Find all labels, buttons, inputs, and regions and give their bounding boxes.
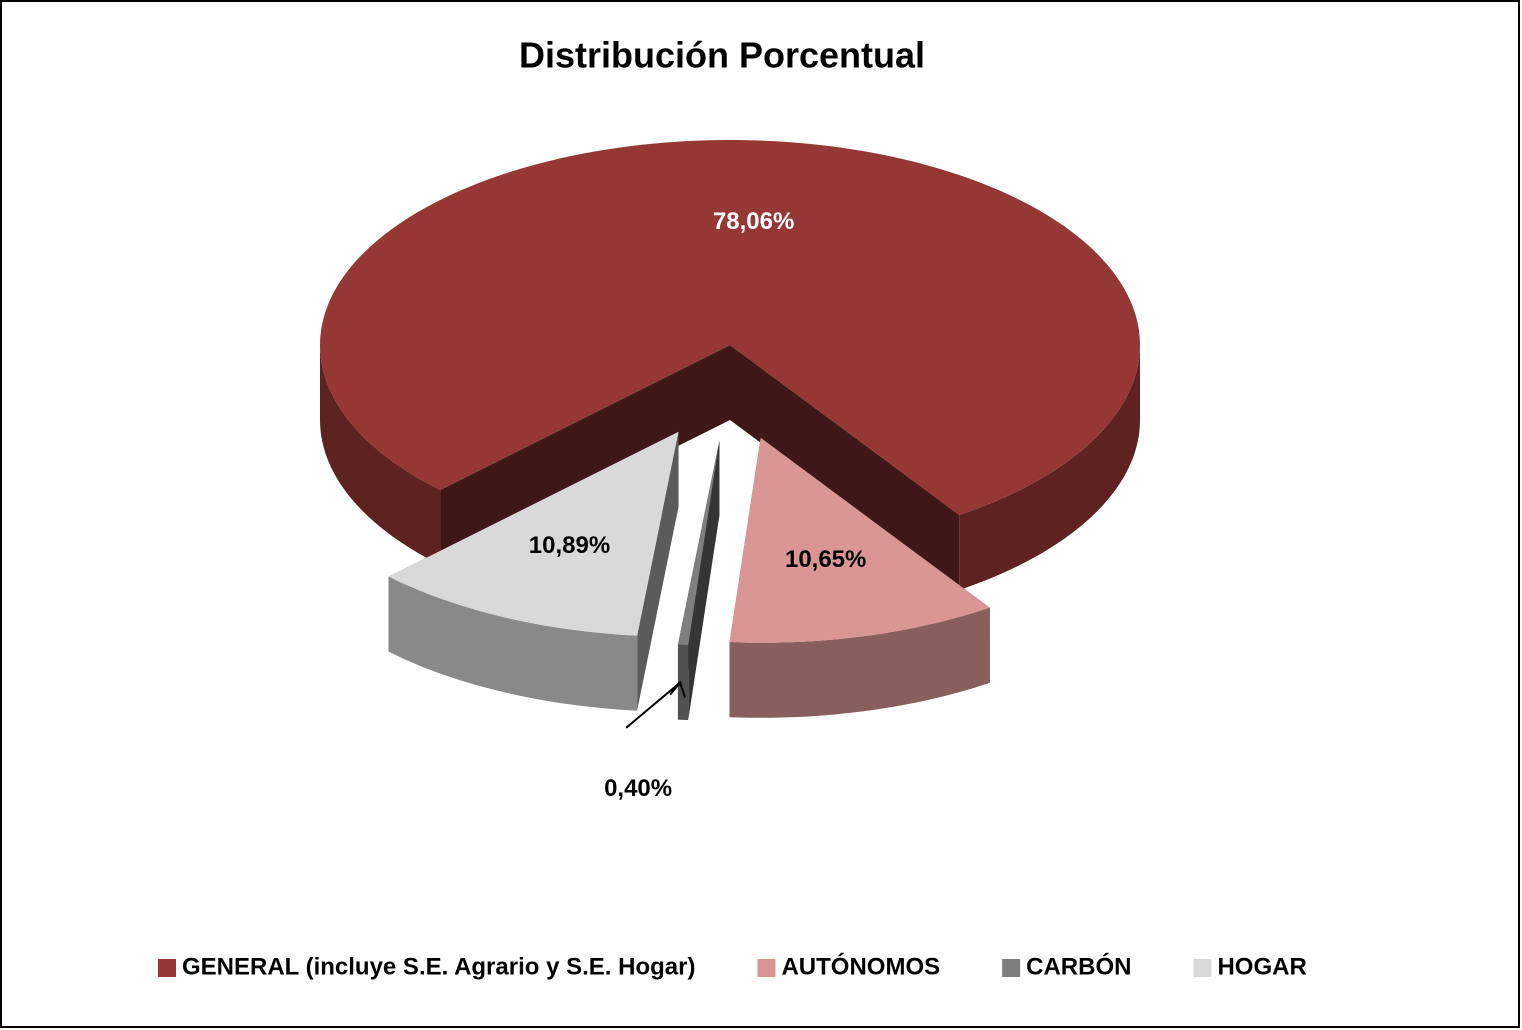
slice-top bbox=[729, 437, 990, 643]
slice bbox=[729, 437, 990, 718]
slice-side bbox=[730, 345, 960, 590]
legend-swatch bbox=[757, 959, 776, 977]
legend-swatch bbox=[158, 959, 176, 977]
slice-side bbox=[677, 440, 720, 720]
chart-title: Distribución Porcentual bbox=[519, 35, 925, 76]
slice-top bbox=[320, 140, 1140, 515]
data-label: 10,89% bbox=[529, 532, 610, 559]
slice bbox=[320, 140, 1140, 590]
slice bbox=[388, 431, 679, 711]
slice-side bbox=[677, 644, 689, 721]
legend-label: GENERAL (incluye S.E. Agrario y S.E. Hog… bbox=[182, 953, 695, 980]
slice bbox=[677, 440, 720, 721]
legend-label: HOGAR bbox=[1217, 953, 1306, 980]
slice-top bbox=[388, 431, 679, 636]
slice-side bbox=[440, 345, 730, 565]
data-label: 10,65% bbox=[785, 546, 866, 573]
slice-side bbox=[320, 345, 441, 565]
data-label: 0,40% bbox=[604, 775, 672, 802]
leader-arrow bbox=[669, 680, 687, 698]
legend-label: CARBÓN bbox=[1026, 952, 1131, 980]
legend-label: AUTÓNOMOS bbox=[781, 952, 940, 980]
slice-side bbox=[729, 607, 990, 718]
legend-swatch bbox=[1193, 959, 1212, 977]
data-label: 78,06% bbox=[713, 208, 794, 235]
slice-side bbox=[388, 576, 638, 711]
legend-swatch bbox=[1002, 959, 1021, 977]
slice-side bbox=[959, 345, 1140, 590]
leader-line bbox=[625, 681, 681, 729]
slice-top bbox=[677, 440, 720, 646]
